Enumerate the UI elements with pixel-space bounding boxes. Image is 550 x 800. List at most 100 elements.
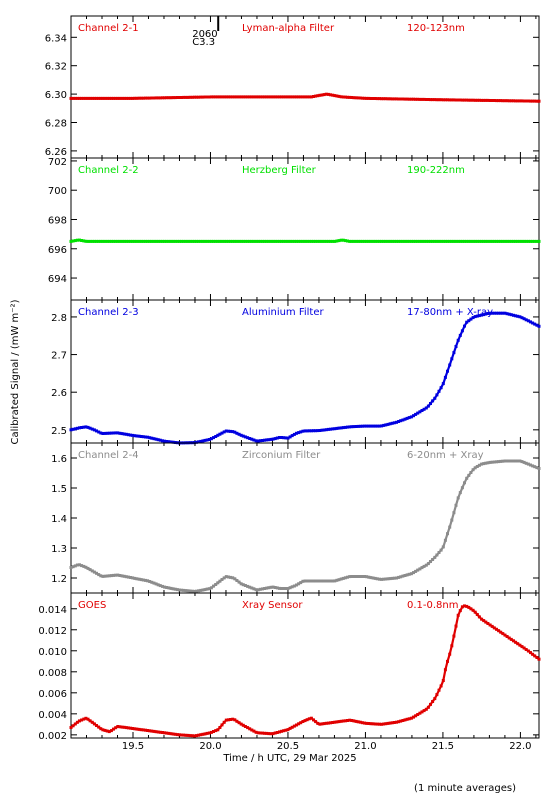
data-point	[495, 627, 498, 631]
data-point	[356, 96, 360, 100]
panel-1: 6.34 6.32 6.30 6.28 6.26 Channel 2-1 Lyman-alp…	[45, 15, 541, 159]
data-point	[403, 239, 407, 243]
data-point	[124, 432, 128, 436]
data-point	[531, 464, 535, 468]
data-point	[407, 416, 411, 420]
data-point	[112, 431, 115, 435]
data-point	[482, 462, 486, 466]
filter-label: Lyman-alpha Filter	[242, 23, 335, 34]
data-point	[392, 239, 396, 243]
data-point	[144, 435, 147, 439]
data-point	[182, 588, 186, 592]
data-point	[192, 239, 196, 243]
data-point	[152, 729, 156, 733]
y-tick-label: 6.34	[45, 33, 67, 44]
data-point	[241, 239, 245, 243]
data-point	[301, 239, 305, 243]
data-point	[184, 239, 188, 243]
data-point	[384, 577, 388, 581]
data-point	[429, 702, 432, 706]
data-point	[392, 576, 396, 580]
data-point	[124, 96, 128, 100]
data-point	[305, 95, 309, 99]
data-point	[173, 587, 177, 591]
data-point	[333, 720, 337, 724]
data-point	[286, 587, 290, 590]
data-point	[282, 239, 286, 243]
data-point	[448, 525, 452, 529]
data-point	[73, 239, 77, 243]
data-point	[371, 97, 375, 100]
data-point	[171, 732, 175, 736]
data-point	[148, 729, 152, 733]
data-point	[254, 239, 258, 243]
data-point	[386, 97, 390, 101]
data-point	[360, 721, 364, 725]
data-point	[522, 239, 526, 243]
data-point	[407, 239, 411, 243]
data-point	[239, 722, 243, 726]
data-point	[69, 566, 73, 569]
data-point	[422, 97, 426, 101]
data-point	[403, 97, 407, 101]
band-label: 17-80nm + X-ray	[407, 307, 493, 318]
data-point	[303, 239, 307, 243]
data-point	[403, 718, 407, 722]
data-point	[269, 585, 273, 589]
data-point	[109, 729, 113, 733]
data-point	[469, 239, 473, 243]
data-point	[265, 586, 269, 590]
data-point	[501, 632, 505, 636]
data-point	[471, 468, 475, 472]
data-point	[529, 320, 532, 324]
band-label: 190-222nm	[407, 165, 465, 176]
data-point	[520, 645, 524, 649]
data-point	[501, 99, 505, 103]
data-point	[335, 426, 339, 430]
data-point	[290, 95, 294, 99]
data-point	[80, 239, 84, 242]
data-point	[512, 459, 515, 463]
data-point	[237, 239, 241, 243]
data-point	[531, 652, 535, 656]
data-point	[446, 532, 449, 536]
data-point	[380, 97, 384, 101]
data-point	[92, 96, 96, 100]
data-point	[341, 719, 345, 723]
data-point	[278, 436, 281, 439]
data-point	[403, 417, 407, 421]
data-point	[184, 589, 188, 593]
y-tick-label: 0.002	[38, 731, 67, 742]
data-point	[250, 95, 254, 99]
data-point	[305, 579, 309, 583]
data-point	[197, 733, 201, 737]
data-point	[358, 720, 362, 724]
data-point	[514, 459, 518, 463]
data-point	[495, 239, 498, 243]
data-point	[150, 239, 154, 243]
data-point	[452, 239, 456, 243]
data-point	[105, 574, 109, 578]
data-point	[201, 439, 205, 443]
data-point	[409, 97, 413, 101]
data-point	[163, 439, 167, 443]
data-point	[263, 95, 267, 99]
data-point	[231, 95, 235, 99]
data-point	[333, 579, 337, 583]
data-point	[339, 719, 343, 723]
averaging-note: (1 minute averages)	[414, 783, 516, 794]
data-point	[188, 589, 192, 593]
y-tick-label: 0.012	[38, 626, 67, 637]
data-point	[120, 574, 124, 578]
data-point	[161, 731, 164, 734]
data-point	[241, 583, 245, 587]
data-point	[131, 576, 135, 580]
data-point	[535, 656, 539, 659]
data-point	[235, 579, 239, 582]
data-point	[350, 425, 354, 429]
data-point	[303, 429, 307, 433]
data-point	[203, 239, 207, 243]
data-point	[403, 574, 407, 577]
data-point	[439, 548, 443, 552]
data-point	[118, 574, 122, 577]
